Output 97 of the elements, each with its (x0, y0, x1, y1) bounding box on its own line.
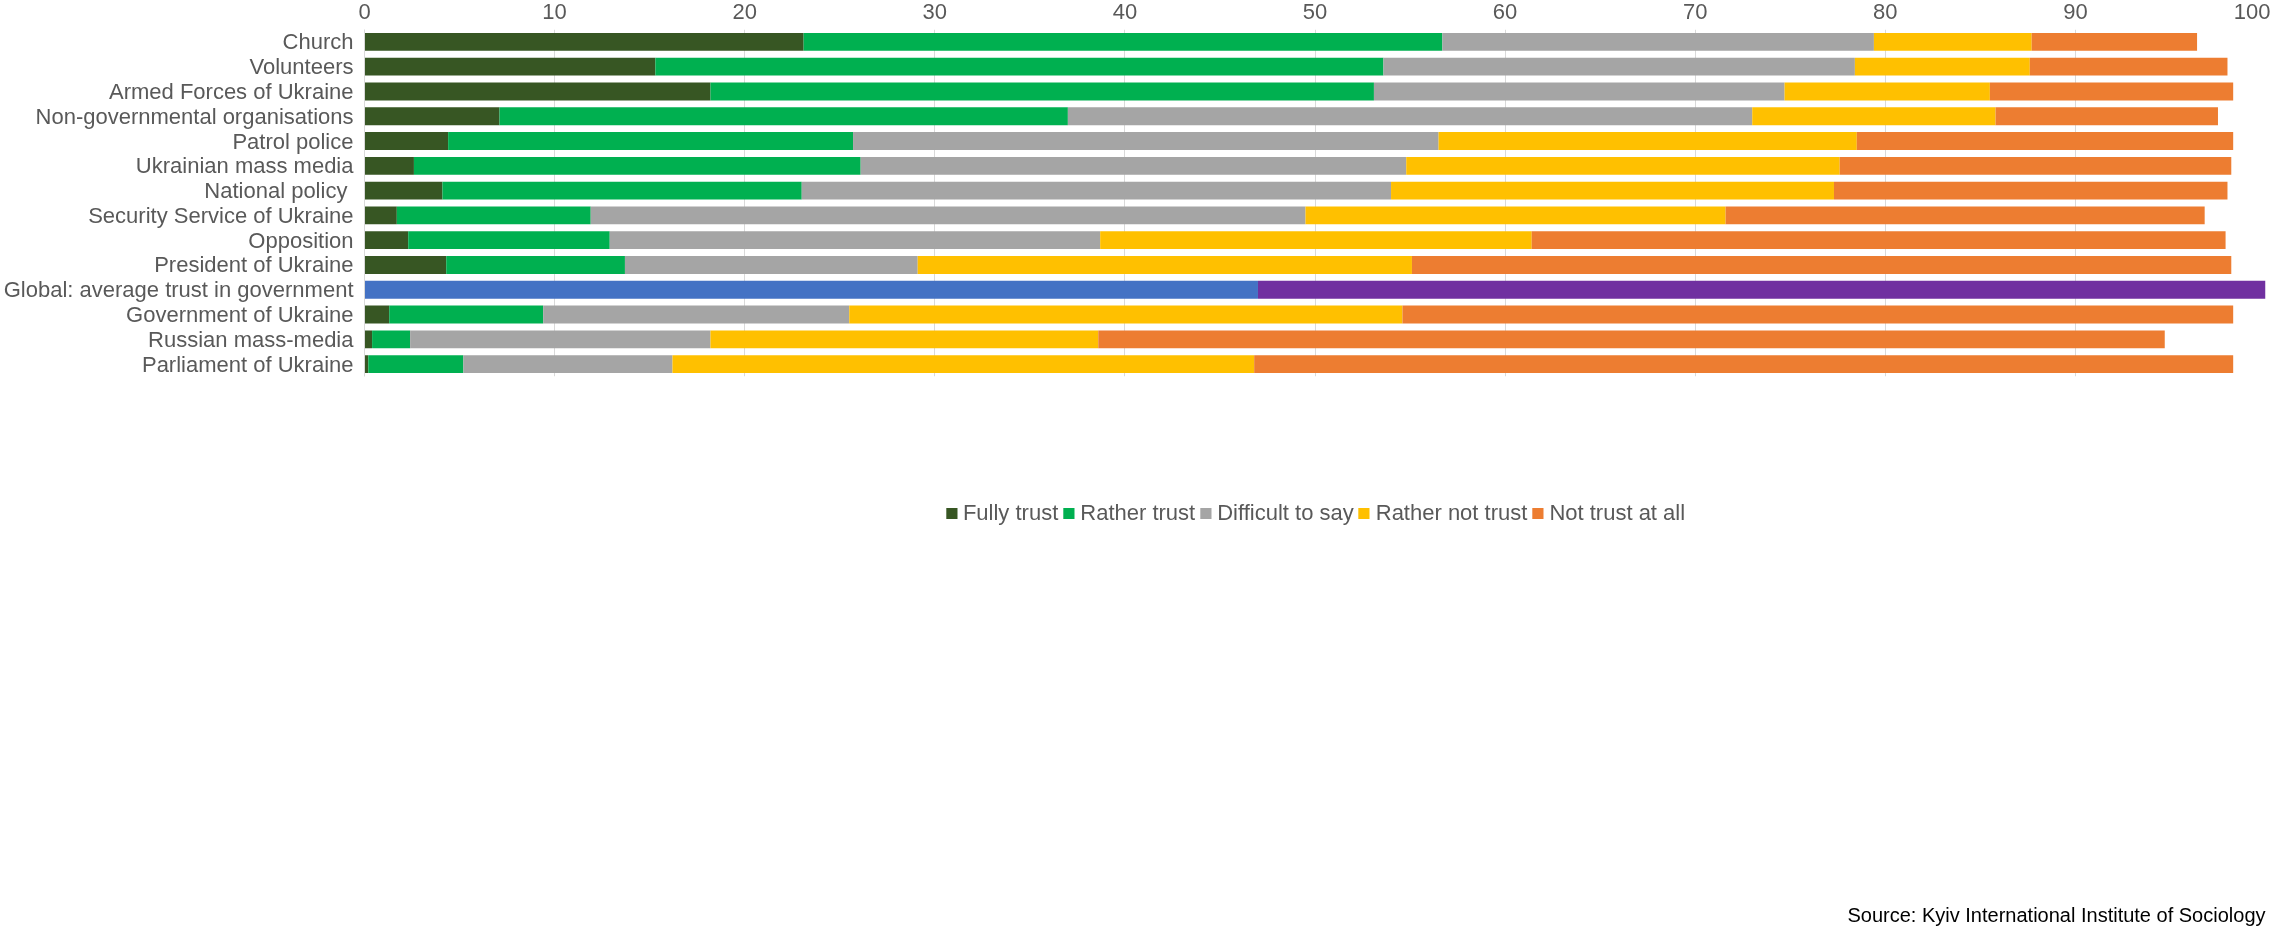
x-tick-label: 60 (1492, 0, 1518, 24)
y-tick-label: President of Ukraine (154, 252, 354, 278)
y-tick-label: Volunteers (249, 54, 354, 80)
bar (1402, 305, 2234, 324)
y-tick-label: Security Service of Ukraine (88, 202, 354, 228)
y-tick-label: National policy (204, 178, 348, 204)
x-tick-label: 90 (2063, 0, 2088, 24)
bar (1752, 107, 1996, 126)
source-note: Source: Kyiv International Institute of Sociology (1847, 903, 2266, 926)
bar (1854, 57, 2030, 76)
bar (448, 132, 854, 150)
bar (368, 355, 464, 374)
x-tick-label: 70 (1682, 0, 1708, 24)
bar (389, 305, 544, 324)
bar (413, 156, 861, 175)
x-tick-label: 0 (358, 0, 371, 24)
x-tick-label: 50 (1302, 0, 1328, 24)
bar (801, 181, 1392, 200)
legend-label: Rather trust (1080, 499, 1196, 526)
bar (1098, 330, 2165, 349)
bar (1406, 156, 1840, 175)
bar (1839, 156, 2232, 175)
y-tick-label: Russian mass-media (148, 326, 355, 352)
bar (364, 132, 449, 150)
bar (1067, 107, 1753, 126)
bar (364, 156, 414, 175)
bar (396, 206, 591, 225)
y-tick-label: Government of Ukraine (126, 302, 354, 328)
bar (499, 107, 1068, 126)
bar (1873, 32, 2032, 51)
bar (364, 107, 500, 126)
bar (2029, 57, 2228, 76)
bar (364, 82, 711, 101)
bar (463, 355, 673, 374)
y-tick-label: Armed Forces of Ukraine (108, 78, 354, 104)
bar (710, 330, 1099, 349)
legend-label: Rather not trust (1375, 499, 1528, 526)
bar (1531, 231, 2226, 250)
x-tick-label: 80 (1873, 0, 1898, 24)
bar (364, 32, 804, 51)
legend-label: Difficult to say (1217, 499, 1354, 526)
x-tick-label: 10 (542, 0, 567, 24)
bar (1438, 132, 1857, 150)
y-tick-label: Opposition (248, 227, 354, 253)
bar (1257, 280, 2266, 299)
bar (1856, 132, 2234, 150)
bar (446, 256, 625, 274)
x-tick-label: 30 (922, 0, 948, 24)
bar (849, 305, 1403, 324)
bar (364, 280, 1258, 299)
legend-label: Fully trust (962, 499, 1059, 526)
bar (364, 181, 443, 200)
bar (1305, 206, 1726, 225)
bar (1995, 107, 2218, 126)
bar (803, 32, 1443, 51)
bar (410, 330, 711, 349)
bar (1100, 231, 1532, 250)
bar (1989, 82, 2234, 101)
y-tick-label: Church (282, 29, 354, 55)
x-tick-label: 40 (1112, 0, 1138, 24)
bar (1784, 82, 1990, 101)
y-tick-label: Patrol police (232, 128, 354, 154)
y-tick-label: Non-governmental organisations (35, 103, 354, 129)
x-tick-label: 20 (732, 0, 757, 24)
bar (1411, 256, 2232, 274)
bar (2031, 32, 2198, 51)
bar (364, 305, 390, 324)
bar (1391, 181, 1834, 200)
bar (1725, 206, 2205, 225)
y-tick-label: Global: average trust in government (3, 277, 354, 303)
bar (543, 305, 850, 324)
bar (655, 57, 1384, 76)
bar (853, 132, 1439, 150)
bar (364, 231, 409, 250)
bar (442, 181, 802, 200)
x-tick-label: 100 (2233, 0, 2271, 24)
bar (1254, 355, 2234, 374)
bar (364, 206, 397, 225)
bar (1383, 57, 1855, 76)
y-tick-label: Parliament of Ukraine (141, 351, 354, 377)
bar (364, 330, 373, 349)
bar (1442, 32, 1874, 51)
bar (860, 156, 1407, 175)
bar (917, 256, 1412, 274)
bar (372, 330, 411, 349)
legend-label: Not trust at all (1549, 499, 1686, 526)
y-tick-label: Ukrainian mass media (135, 153, 355, 179)
bar (672, 355, 1255, 374)
bar (364, 57, 656, 76)
bar (364, 256, 447, 274)
bar (710, 82, 1374, 101)
bar (624, 256, 918, 274)
bar (408, 231, 610, 250)
bar (590, 206, 1306, 225)
bar (1833, 181, 2228, 200)
bar (1373, 82, 1785, 101)
bar (609, 231, 1101, 250)
